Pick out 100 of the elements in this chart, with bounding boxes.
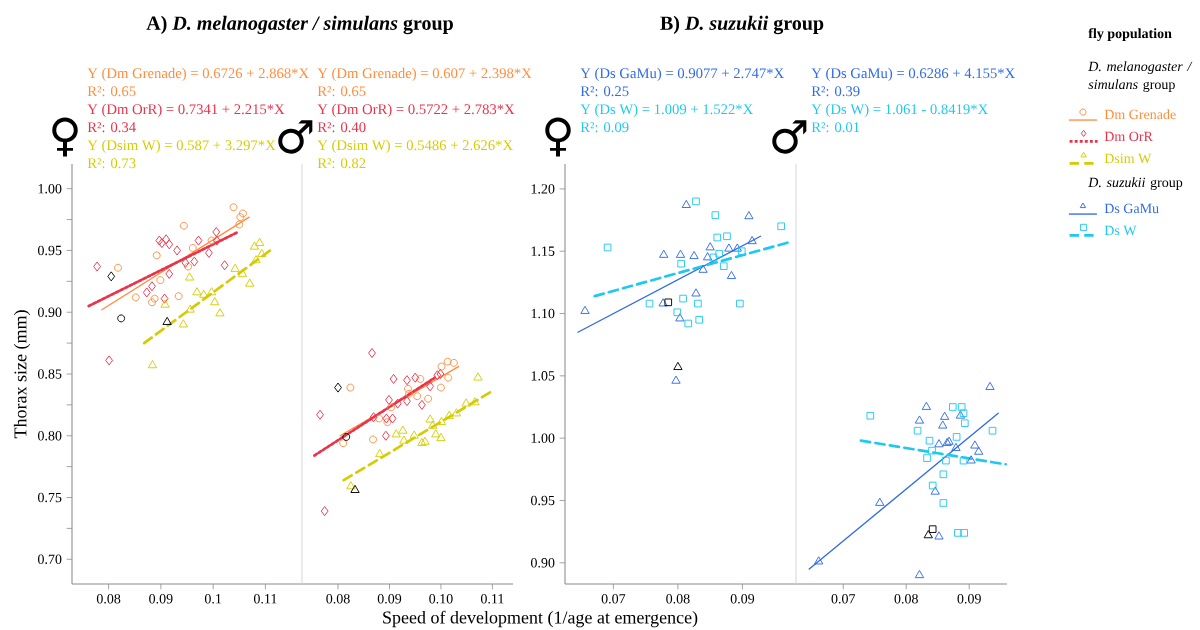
- point: [215, 308, 225, 317]
- legend-label: Dsim W: [1104, 153, 1152, 164]
- point: [413, 392, 422, 401]
- point: [316, 409, 324, 420]
- point: [974, 446, 984, 455]
- point: [230, 263, 240, 272]
- point: [148, 281, 156, 292]
- x-tick-label: 0.11: [253, 594, 277, 604]
- point: [677, 259, 685, 268]
- point: [747, 235, 757, 245]
- point: [673, 308, 682, 317]
- point: [960, 529, 968, 537]
- point: [930, 486, 940, 495]
- point: [675, 249, 686, 258]
- point: [375, 414, 384, 423]
- legend-title: D. melanogaster / simulans group: [1088, 61, 1193, 92]
- x-tick-label: 0.08: [326, 594, 350, 604]
- point: [190, 256, 199, 267]
- text: Y (Ds W) = 1.009 + 1.522*X: [580, 103, 753, 118]
- point: [914, 415, 925, 424]
- point: [212, 226, 221, 237]
- point: [152, 251, 161, 260]
- point: [420, 436, 430, 445]
- point: [178, 319, 188, 328]
- point: [156, 276, 165, 285]
- text: R²: 0.01: [811, 122, 860, 133]
- point: [671, 375, 681, 384]
- point: [473, 372, 483, 381]
- point: [383, 418, 392, 427]
- point: [160, 299, 170, 308]
- point: [437, 383, 445, 392]
- chart-title: B) D. suzukii group: [660, 15, 824, 35]
- text: ♂: [278, 120, 313, 154]
- x-tick-label: 0.08: [894, 594, 918, 604]
- point: [185, 304, 195, 313]
- point: [165, 239, 174, 250]
- point: [698, 264, 708, 273]
- point: [155, 235, 164, 246]
- point: [334, 382, 342, 393]
- point: [207, 236, 216, 245]
- point: [148, 298, 156, 307]
- point: [404, 384, 412, 393]
- point: [955, 410, 966, 419]
- point: [732, 243, 742, 252]
- x-tick-label: 0.09: [377, 594, 402, 604]
- point: [580, 305, 590, 314]
- point: [970, 440, 980, 449]
- point: [713, 233, 722, 242]
- annotation: R²: 0.82: [317, 158, 366, 169]
- x-tick-label: 0.08: [96, 594, 121, 604]
- point: [339, 439, 348, 448]
- y-tick-label: 1.00: [531, 433, 555, 443]
- text: Y (Dm OrR) = 0.5722 + 2.783*X: [317, 103, 515, 118]
- point: [461, 398, 471, 407]
- point: [940, 411, 950, 420]
- x-tick-label: 0.10: [429, 594, 453, 604]
- point: [403, 375, 411, 386]
- y-tick-label: 0.95: [37, 245, 62, 256]
- y-tick-label: 0.95: [530, 495, 555, 506]
- annotation: R²: 0.73: [87, 158, 136, 169]
- y-tick-label: 0.90: [37, 307, 62, 317]
- point: [403, 396, 411, 407]
- point: [387, 403, 395, 412]
- point: [220, 260, 229, 271]
- y-tick-label: 0.70: [37, 554, 62, 565]
- point: [428, 420, 438, 429]
- point: [436, 432, 446, 442]
- y-tick-label: 0.90: [530, 558, 555, 568]
- text: Y (Dm Grenade) = 0.6726 + 2.868*X: [87, 67, 309, 82]
- legend-label: Ds GaMu: [1104, 203, 1159, 214]
- text: R²: 0.65: [87, 86, 136, 97]
- point: [188, 244, 197, 252]
- text: R²: 0.40: [317, 122, 366, 133]
- point: [184, 262, 192, 271]
- point: [162, 234, 170, 245]
- text: Y (Ds GaMu) = 0.6286 + 4.155*X: [811, 67, 1015, 82]
- point: [158, 238, 166, 249]
- point: [393, 398, 402, 409]
- point: [433, 370, 442, 381]
- text: Y (Dm Grenade) = 0.607 + 2.398*X: [317, 67, 532, 82]
- point: [436, 368, 445, 379]
- point: [444, 410, 454, 419]
- point: [939, 470, 948, 479]
- point: [689, 250, 699, 260]
- point: [369, 412, 378, 423]
- point: [416, 374, 425, 383]
- point: [255, 237, 265, 246]
- point: [966, 455, 976, 464]
- point: [659, 249, 669, 258]
- point: [249, 241, 260, 250]
- point: [715, 249, 724, 258]
- point: [913, 426, 922, 435]
- point: [658, 298, 668, 307]
- point: [711, 211, 720, 219]
- chart-title: A) D. melanogaster / simulans group: [146, 15, 453, 35]
- point: [875, 497, 885, 506]
- point: [736, 299, 744, 308]
- point: [173, 245, 181, 256]
- x-tick-label: 0.09: [149, 594, 173, 604]
- point: [375, 449, 385, 458]
